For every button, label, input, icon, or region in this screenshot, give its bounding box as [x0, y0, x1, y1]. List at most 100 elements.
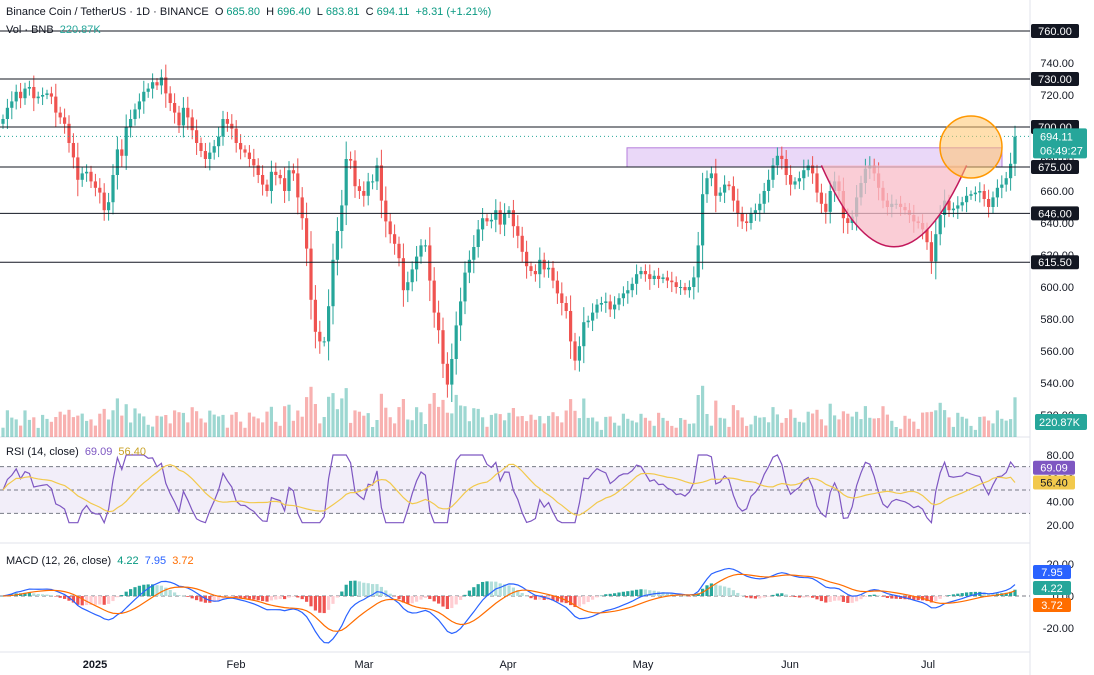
- volume-bar: [256, 418, 260, 437]
- candle-body: [331, 259, 335, 307]
- macd-histogram-bar: [54, 596, 58, 597]
- volume-bar: [718, 417, 722, 437]
- volume-bar: [76, 415, 80, 437]
- macd-histogram-bar: [120, 594, 124, 596]
- macd-histogram-bar: [934, 596, 938, 602]
- candle-body: [54, 96, 58, 113]
- macd-histogram-bar: [718, 585, 722, 596]
- volume-bar: [384, 407, 388, 437]
- volume-bar: [1, 427, 5, 437]
- candle-body: [133, 109, 137, 119]
- macd-histogram-bar: [872, 594, 876, 596]
- candle-body: [10, 101, 14, 108]
- candle-body: [991, 197, 995, 207]
- ohlc-legend: Binance Coin / TetherUS · 1D · BINANCE O…: [6, 6, 492, 18]
- candle-body: [679, 287, 683, 288]
- rsi-ma-value: 56.40: [118, 446, 146, 458]
- candle-body: [657, 275, 661, 279]
- rsi-line: [2, 454, 1016, 525]
- candle-body: [652, 275, 656, 279]
- volume-bar: [714, 400, 718, 437]
- macd-signal-value: 3.72: [172, 555, 194, 567]
- macd-histogram-bar: [309, 596, 313, 607]
- candle-body: [608, 301, 612, 310]
- candle-body: [432, 280, 436, 313]
- macd-histogram-bar: [450, 596, 454, 609]
- volume-bar: [767, 422, 771, 437]
- volume-bar: [225, 427, 229, 437]
- change-value: +8.31 (+1.21%): [415, 6, 492, 18]
- volume-bar: [696, 395, 700, 437]
- volume-bar: [67, 409, 71, 437]
- candle-body: [547, 267, 551, 270]
- macd-histogram-bar: [841, 596, 845, 602]
- volume-bar: [366, 413, 370, 437]
- time-tick-label: Jun: [781, 659, 799, 671]
- macd-histogram-bar: [828, 596, 832, 602]
- low-value: 683.81: [325, 6, 360, 18]
- volume-bar: [868, 417, 872, 437]
- last-price-text: 694.11: [1040, 131, 1073, 143]
- volume-bar: [494, 413, 498, 437]
- macd-histogram-bar: [89, 596, 93, 605]
- macd-histogram-bar: [586, 596, 590, 603]
- macd-histogram-bar: [195, 596, 199, 601]
- macd-histogram-bar: [93, 596, 97, 605]
- volume-bar: [371, 427, 375, 437]
- macd-histogram-bar: [943, 596, 947, 597]
- candle-body: [828, 191, 832, 212]
- volume-bar: [850, 416, 854, 437]
- level-badge-label: 675.00: [1038, 162, 1072, 174]
- candle-body: [806, 165, 810, 171]
- macd-histogram-bar: [564, 596, 568, 604]
- signal-line: [2, 573, 1016, 632]
- candle-body: [45, 93, 49, 95]
- macd-histogram-bar: [723, 586, 727, 596]
- candle-body: [617, 298, 621, 305]
- volume-bar: [881, 406, 885, 437]
- macd-histogram-bar: [877, 595, 881, 596]
- macd-histogram-bar: [881, 596, 885, 597]
- macd-histogram-bar: [278, 596, 282, 599]
- candle-body: [797, 178, 801, 182]
- macd-histogram-bar: [982, 592, 986, 596]
- candle-body: [846, 218, 850, 223]
- breakout-highlight: [939, 115, 1003, 179]
- volume-bar: [516, 416, 520, 437]
- candle-body: [459, 301, 463, 326]
- macd-histogram-bar: [599, 595, 603, 597]
- candle-body: [129, 119, 133, 127]
- candle-body: [36, 96, 40, 99]
- volume-bar: [423, 424, 427, 437]
- price-axis: 740.00720.00680.00660.00640.00620.00600.…: [1031, 0, 1094, 675]
- candle-body: [982, 191, 986, 199]
- candle-body: [107, 202, 111, 211]
- volume-bar: [599, 429, 603, 437]
- volume-bars: [1, 385, 1017, 437]
- volume-bar: [894, 427, 898, 437]
- volume-bar: [934, 410, 938, 437]
- volume-bar: [291, 420, 295, 437]
- macd-histogram-bar: [32, 593, 36, 596]
- volume-bar: [379, 393, 383, 437]
- volume-bar: [943, 410, 947, 437]
- macd-histogram-bar: [595, 596, 599, 598]
- candle-body: [1013, 136, 1017, 164]
- candle-body: [173, 103, 177, 113]
- macd-histogram-bar: [749, 596, 753, 599]
- candle-body: [111, 175, 115, 203]
- volume-bar: [498, 414, 502, 437]
- macd-histogram-bar: [833, 596, 837, 601]
- volume-bar: [1009, 419, 1013, 437]
- volume-bar: [45, 418, 49, 437]
- candle-body: [155, 82, 159, 86]
- candle-body: [463, 272, 467, 302]
- macd-histogram-bar: [925, 596, 929, 602]
- candle-body: [234, 128, 238, 143]
- macd-histogram-bar: [951, 594, 955, 596]
- volume-bar: [463, 406, 467, 437]
- volume-bar: [151, 426, 155, 437]
- candle-body: [300, 197, 304, 219]
- macd-histogram-bar: [85, 596, 89, 606]
